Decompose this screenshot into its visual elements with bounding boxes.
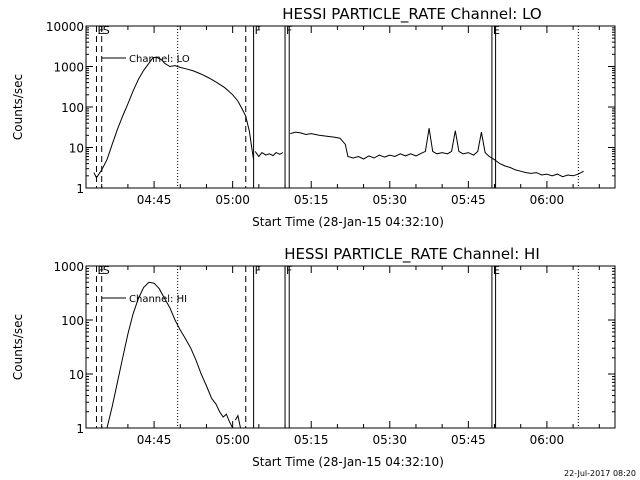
x-axis-hi: 04:45 05:00 05:15 05:30 05:45 06:00 (101, 266, 600, 447)
series-line-segment (93, 56, 255, 179)
y-tick-label: 10 (69, 142, 84, 156)
series-layer-lo (93, 56, 584, 179)
legend-lo: Channel: LO (102, 54, 190, 65)
series-line-segment (234, 414, 241, 429)
event-marker-label: E (97, 264, 104, 277)
event-marker-label: E (97, 24, 104, 37)
y-tick-label: 10000 (46, 20, 84, 34)
panel-lo: HESSI PARTICLE_RATE Channel: LO ESFFE 04… (11, 5, 616, 229)
y-axis-label-lo: Counts/sec (11, 74, 25, 140)
event-marker-label: S (103, 24, 110, 37)
y-tick-label: 1000 (53, 260, 84, 274)
x-axis-label-lo: Start Time (28-Jan-15 04:32:10) (252, 215, 444, 229)
y-tick-label: 100 (61, 101, 84, 115)
x-tick-label: 05:15 (294, 193, 329, 207)
series-layer-hi (106, 281, 241, 429)
y-axis-lo: 1 10 100 1000 10000 (46, 20, 615, 196)
x-tick-label: 04:45 (137, 433, 172, 447)
x-tick-label: 06:00 (530, 193, 565, 207)
y-tick-label: 10 (69, 368, 84, 382)
x-axis-label-hi: Start Time (28-Jan-15 04:32:10) (252, 455, 444, 469)
series-line-segment (106, 281, 234, 429)
y-tick-label: 100 (61, 314, 84, 328)
legend-label-lo: Channel: LO (129, 54, 190, 65)
event-marker-label: E (493, 264, 500, 277)
x-tick-label: 05:00 (215, 433, 250, 447)
series-line-segment (290, 128, 584, 178)
generation-timestamp: 22-Jul-2017 08:20 (564, 469, 636, 478)
x-tick-label: 05:00 (215, 193, 250, 207)
series-line-segment (254, 151, 284, 158)
y-tick-label: 1 (76, 182, 84, 196)
x-axis-lo: 04:45 05:00 05:15 05:30 05:45 06:00 (101, 26, 600, 207)
chart-title-lo: HESSI PARTICLE_RATE Channel: LO (282, 5, 541, 24)
x-tick-label: 05:30 (372, 193, 407, 207)
y-tick-label: 1 (76, 422, 84, 436)
time-markers-hi: ESFFE (95, 264, 579, 428)
plot-frame-hi (85, 265, 616, 429)
event-marker-label: E (493, 24, 500, 37)
legend-label-hi: Channel: HI (129, 294, 187, 305)
x-tick-label: 05:45 (451, 193, 486, 207)
y-tick-label: 1000 (53, 61, 84, 75)
y-axis-label-hi: Counts/sec (11, 314, 25, 380)
chart-title-hi: HESSI PARTICLE_RATE Channel: HI (284, 245, 540, 264)
x-tick-label: 06:00 (530, 433, 565, 447)
x-tick-label: 05:45 (451, 433, 486, 447)
time-markers-lo: ESFFE (95, 24, 579, 188)
x-tick-label: 04:45 (137, 193, 172, 207)
panel-hi: HESSI PARTICLE_RATE Channel: HI ESFFE 04… (11, 245, 616, 469)
y-axis-hi: 1 10 100 1000 (53, 260, 615, 436)
event-marker-label: S (103, 264, 110, 277)
x-tick-label: 05:15 (294, 433, 329, 447)
event-marker-label: F (255, 24, 261, 37)
legend-hi: Channel: HI (102, 294, 187, 305)
x-tick-label: 05:30 (372, 433, 407, 447)
event-marker-label: F (255, 264, 261, 277)
